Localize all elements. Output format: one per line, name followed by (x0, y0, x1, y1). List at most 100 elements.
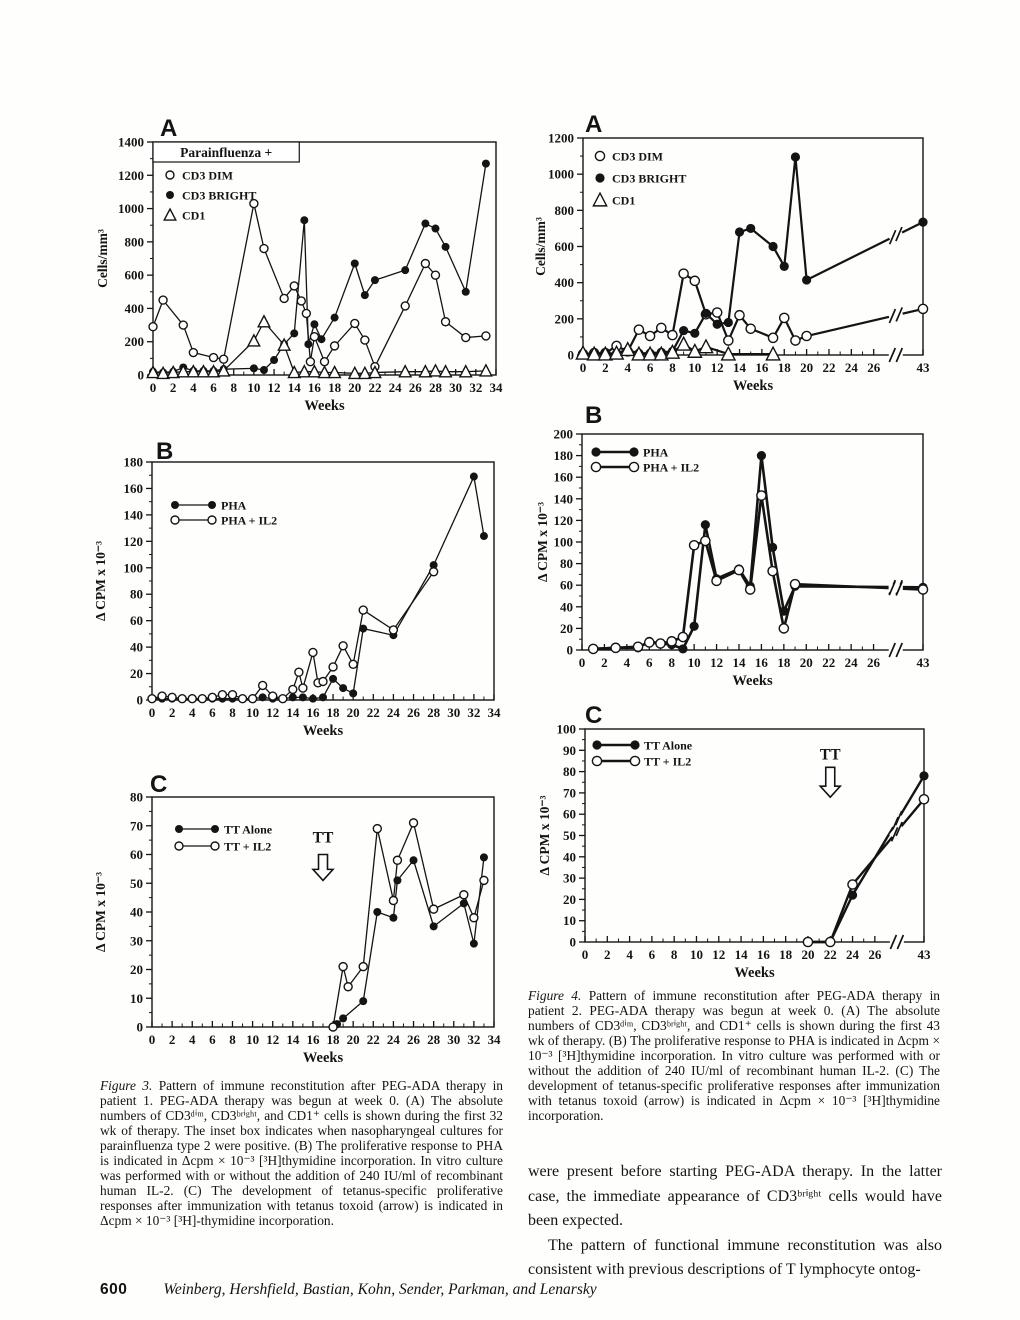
svg-text:10: 10 (246, 705, 259, 720)
svg-text:43: 43 (917, 360, 931, 375)
svg-text:200: 200 (554, 427, 574, 442)
svg-text:24: 24 (846, 947, 860, 962)
svg-text:PHA + IL2: PHA + IL2 (643, 461, 699, 475)
svg-text:24: 24 (845, 655, 859, 670)
svg-text:18: 18 (327, 1032, 341, 1047)
svg-text:32: 32 (467, 705, 480, 720)
svg-text:1400: 1400 (118, 135, 144, 150)
svg-text:6: 6 (649, 947, 656, 962)
svg-text:0: 0 (150, 380, 157, 395)
svg-text:180: 180 (554, 448, 574, 463)
svg-text:100: 100 (124, 560, 144, 575)
svg-text:6: 6 (209, 1032, 216, 1047)
svg-text:70: 70 (563, 785, 576, 800)
figure3-caption-label: Figure 3. (100, 1078, 153, 1093)
svg-text:22: 22 (367, 1032, 380, 1047)
figure4-caption: Figure 4. Pattern of immune reconstituti… (528, 988, 940, 1123)
svg-text:22: 22 (367, 705, 380, 720)
svg-text:30: 30 (447, 705, 460, 720)
svg-text:Δ CPM x 10⁻³: Δ CPM x 10⁻³ (93, 872, 108, 952)
svg-text:40: 40 (560, 599, 573, 614)
svg-text:50: 50 (563, 828, 576, 843)
svg-text:PHA + IL2: PHA + IL2 (221, 514, 277, 528)
svg-text:40: 40 (563, 849, 576, 864)
svg-text:12: 12 (711, 360, 724, 375)
svg-text:TT + IL2: TT + IL2 (224, 840, 271, 854)
svg-text:8: 8 (668, 655, 675, 670)
svg-text:140: 140 (554, 491, 574, 506)
svg-text:Weeks: Weeks (303, 1050, 344, 1066)
page-footer: 600 Weinberg, Hershfield, Bastian, Kohn, … (100, 1281, 597, 1299)
svg-text:60: 60 (130, 613, 143, 628)
svg-text:0: 0 (149, 1032, 156, 1047)
svg-text:TT Alone: TT Alone (644, 739, 693, 753)
svg-text:2: 2 (170, 380, 177, 395)
svg-text:Weeks: Weeks (733, 378, 774, 394)
svg-text:90: 90 (563, 743, 576, 758)
svg-text:0: 0 (567, 643, 574, 658)
svg-text:12: 12 (710, 655, 723, 670)
svg-text:4: 4 (189, 705, 196, 720)
svg-text:30: 30 (449, 380, 462, 395)
svg-text:60: 60 (130, 847, 143, 862)
svg-text:TT Alone: TT Alone (224, 823, 273, 837)
svg-text:6: 6 (646, 655, 653, 670)
svg-text:PHA: PHA (221, 499, 247, 513)
svg-text:160: 160 (554, 470, 574, 485)
svg-text:70: 70 (130, 818, 143, 833)
svg-text:12: 12 (268, 380, 281, 395)
svg-text:2: 2 (604, 947, 611, 962)
svg-text:30: 30 (563, 871, 576, 886)
svg-text:A: A (160, 115, 177, 142)
svg-text:Parainfluenza +: Parainfluenza + (180, 145, 272, 160)
svg-text:14: 14 (735, 947, 749, 962)
figure3-caption: Figure 3. Pattern of immune reconstituti… (100, 1078, 503, 1228)
svg-text:CD3 DIM: CD3 DIM (182, 169, 233, 183)
svg-text:200: 200 (125, 334, 145, 349)
running-authors: Weinberg, Hershfield, Bastian, Kohn, Sen… (163, 1281, 597, 1298)
svg-text:Cells/mm³: Cells/mm³ (95, 229, 110, 288)
svg-text:0: 0 (582, 947, 589, 962)
svg-text:2: 2 (169, 1032, 176, 1047)
svg-text:600: 600 (125, 268, 145, 283)
svg-text:400: 400 (125, 301, 145, 316)
svg-text:800: 800 (125, 234, 145, 249)
svg-text:24: 24 (389, 380, 403, 395)
svg-text:100: 100 (557, 722, 577, 737)
body-paragraph-1: were present before starting PEG-ADA the… (528, 1163, 942, 1229)
svg-text:80: 80 (130, 790, 143, 805)
svg-text:60: 60 (560, 578, 573, 593)
svg-text:34: 34 (488, 705, 502, 720)
svg-text:1000: 1000 (548, 167, 574, 182)
svg-text:2: 2 (169, 705, 176, 720)
svg-text:Weeks: Weeks (734, 965, 775, 981)
svg-text:4: 4 (624, 655, 631, 670)
svg-text:16: 16 (308, 380, 322, 395)
svg-text:2: 2 (601, 655, 608, 670)
svg-text:0: 0 (579, 655, 586, 670)
svg-text:400: 400 (555, 275, 575, 290)
svg-text:800: 800 (555, 203, 575, 218)
svg-text:10: 10 (688, 360, 701, 375)
svg-text:TT: TT (820, 747, 841, 764)
svg-text:600: 600 (555, 239, 575, 254)
svg-text:Weeks: Weeks (303, 723, 344, 739)
svg-text:26: 26 (407, 1032, 421, 1047)
svg-text:20: 20 (563, 892, 576, 907)
svg-text:28: 28 (429, 380, 443, 395)
svg-text:180: 180 (124, 455, 144, 470)
svg-text:18: 18 (778, 360, 792, 375)
svg-text:16: 16 (306, 1032, 320, 1047)
svg-text:26: 26 (407, 705, 421, 720)
svg-text:8: 8 (229, 1032, 236, 1047)
svg-text:Weeks: Weeks (732, 673, 773, 689)
svg-text:22: 22 (822, 655, 835, 670)
svg-text:18: 18 (327, 705, 341, 720)
svg-text:12: 12 (266, 705, 279, 720)
svg-text:14: 14 (288, 380, 302, 395)
figure3-caption-text: Pattern of immune reconstitution after P… (100, 1078, 503, 1228)
svg-text:16: 16 (306, 705, 320, 720)
